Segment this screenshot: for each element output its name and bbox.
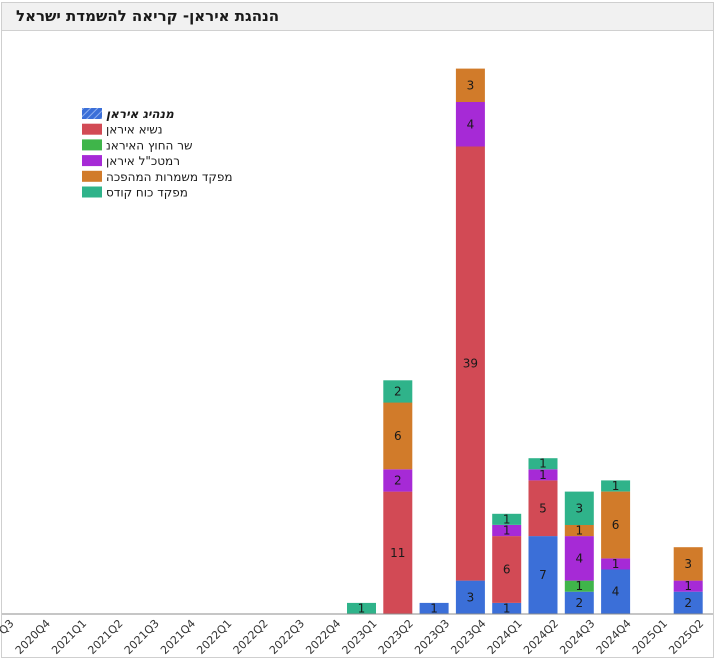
x-tick-label: 2022Q1 <box>194 617 234 657</box>
bar-segment-2024Q4-s5 <box>601 480 631 492</box>
x-tick-label: Q3 <box>0 617 17 637</box>
bar-segment-2024Q1-s5 <box>492 513 522 525</box>
chart-title: הנהגת איראן- קריאה להשמדת ישראל <box>16 7 280 25</box>
data-label: 1 <box>612 557 620 571</box>
x-tick-label: 2023Q3 <box>412 617 452 657</box>
bar-segment-2024Q4-s3 <box>601 558 631 570</box>
data-label: 1 <box>684 579 692 593</box>
bar-segment-2023Q2-s4 <box>383 402 413 470</box>
data-label: 1 <box>575 579 583 593</box>
data-label: 1 <box>430 601 438 615</box>
legend-swatch <box>82 170 102 182</box>
x-tick-label: 2025Q1 <box>630 617 670 657</box>
data-label: 3 <box>467 78 475 92</box>
x-tick-label: 2024Q2 <box>521 617 561 657</box>
bar-segment-2023Q2-s3 <box>383 469 413 492</box>
x-tick-label: 2021Q2 <box>85 617 125 657</box>
data-label: 2 <box>394 384 402 398</box>
data-label: 7 <box>539 568 547 582</box>
bar-segment-2023Q4-s1 <box>455 146 485 581</box>
data-label: 2 <box>394 473 402 487</box>
data-label: 3 <box>467 590 475 604</box>
legend-swatch <box>82 186 102 198</box>
x-tick-label: 2025Q2 <box>666 617 706 657</box>
x-tick-label: 2024Q4 <box>594 617 634 657</box>
data-label: 1 <box>539 457 547 471</box>
x-tick-label: 2024Q1 <box>485 617 525 657</box>
data-label: 1 <box>612 479 620 493</box>
data-label: 4 <box>575 551 583 565</box>
bar-segment-2025Q2-s3 <box>673 580 703 592</box>
x-tick-label: 2022Q2 <box>231 617 271 657</box>
bar-segment-2024Q1-s1 <box>492 536 522 603</box>
bar-segment-2024Q4-s0 <box>601 569 631 614</box>
data-label: 1 <box>503 601 511 615</box>
bar-segment-2024Q2-s5 <box>528 458 558 470</box>
bar-segment-2024Q1-s3 <box>492 525 522 537</box>
legend-label: רמטכ"ל איראן <box>106 154 180 168</box>
x-tick-label: 2020Q4 <box>13 617 53 657</box>
data-label: 39 <box>463 357 478 371</box>
bar-segment-2024Q4-s4 <box>601 491 631 559</box>
data-label: 1 <box>503 524 511 538</box>
data-label: 1 <box>575 524 583 538</box>
data-label: 11 <box>390 546 405 560</box>
bar-segment-2025Q2-s4 <box>673 547 703 581</box>
data-label: 1 <box>503 512 511 526</box>
title-bar: הנהגת איראן- קריאה להשמדת ישראל <box>2 3 713 31</box>
bar-segment-2023Q3-s0 <box>419 602 449 614</box>
bar-segment-2024Q3-s5 <box>564 491 594 525</box>
data-label: 2 <box>575 596 583 610</box>
data-label: 4 <box>612 585 620 599</box>
legend-label: שר החוץ האיראנ <box>106 138 192 152</box>
bar-segment-2023Q1-s5 <box>347 602 376 614</box>
data-label: 6 <box>612 518 620 532</box>
data-label: 6 <box>503 563 511 577</box>
data-label: 1 <box>539 468 547 482</box>
bar-segment-2023Q4-s3 <box>455 102 485 147</box>
bar-segment-2024Q2-s3 <box>528 469 558 481</box>
legend-swatch <box>82 155 102 167</box>
x-tick-label: 2022Q3 <box>267 617 307 657</box>
legend-swatch <box>82 139 102 151</box>
bar-segment-2023Q2-s5 <box>383 380 413 403</box>
bar-segment-2024Q3-s2 <box>564 580 594 592</box>
x-tick-label: 2021Q3 <box>122 617 162 657</box>
legend-swatch <box>82 123 102 135</box>
x-tick-label: 2024Q3 <box>557 617 597 657</box>
x-tick-label: 2022Q4 <box>303 617 343 657</box>
legend-swatch <box>82 108 102 119</box>
bar-segment-2024Q2-s0 <box>528 536 558 614</box>
data-label: 3 <box>575 501 583 515</box>
bar-segment-2025Q2-s0 <box>673 591 703 614</box>
x-tick-label: 2023Q2 <box>376 617 416 657</box>
data-label: 5 <box>539 501 547 515</box>
data-label: 2 <box>684 596 692 610</box>
bar-segment-2024Q3-s3 <box>564 536 594 581</box>
x-tick-label: 2021Q1 <box>49 617 89 657</box>
data-label: 1 <box>358 601 366 615</box>
x-tick-label: 2023Q1 <box>340 617 380 657</box>
data-label: 4 <box>467 117 475 131</box>
data-label: 3 <box>684 557 692 571</box>
x-tick-label: 2023Q4 <box>448 617 488 657</box>
bar-segment-2023Q4-s0 <box>455 580 485 614</box>
legend-label: מנהיג איראן <box>106 107 174 121</box>
bar-segment-2023Q2-s1 <box>383 491 413 614</box>
bar-segment-2024Q3-s0 <box>564 591 594 614</box>
bar-segment-2024Q3-s4 <box>564 525 594 537</box>
bar-segment-2024Q1-s0 <box>492 602 522 614</box>
bar-segment-2024Q2-s1 <box>528 480 558 537</box>
x-tick-label: 2021Q4 <box>158 617 198 657</box>
bar-segment-2023Q4-s4 <box>455 68 485 102</box>
legend-label: מפקד משמרות המהפכה <box>106 170 233 184</box>
legend-label: נשיא איראן <box>106 123 163 137</box>
data-label: 6 <box>394 429 402 443</box>
legend-label: מפקד כוח קודס <box>106 186 188 200</box>
